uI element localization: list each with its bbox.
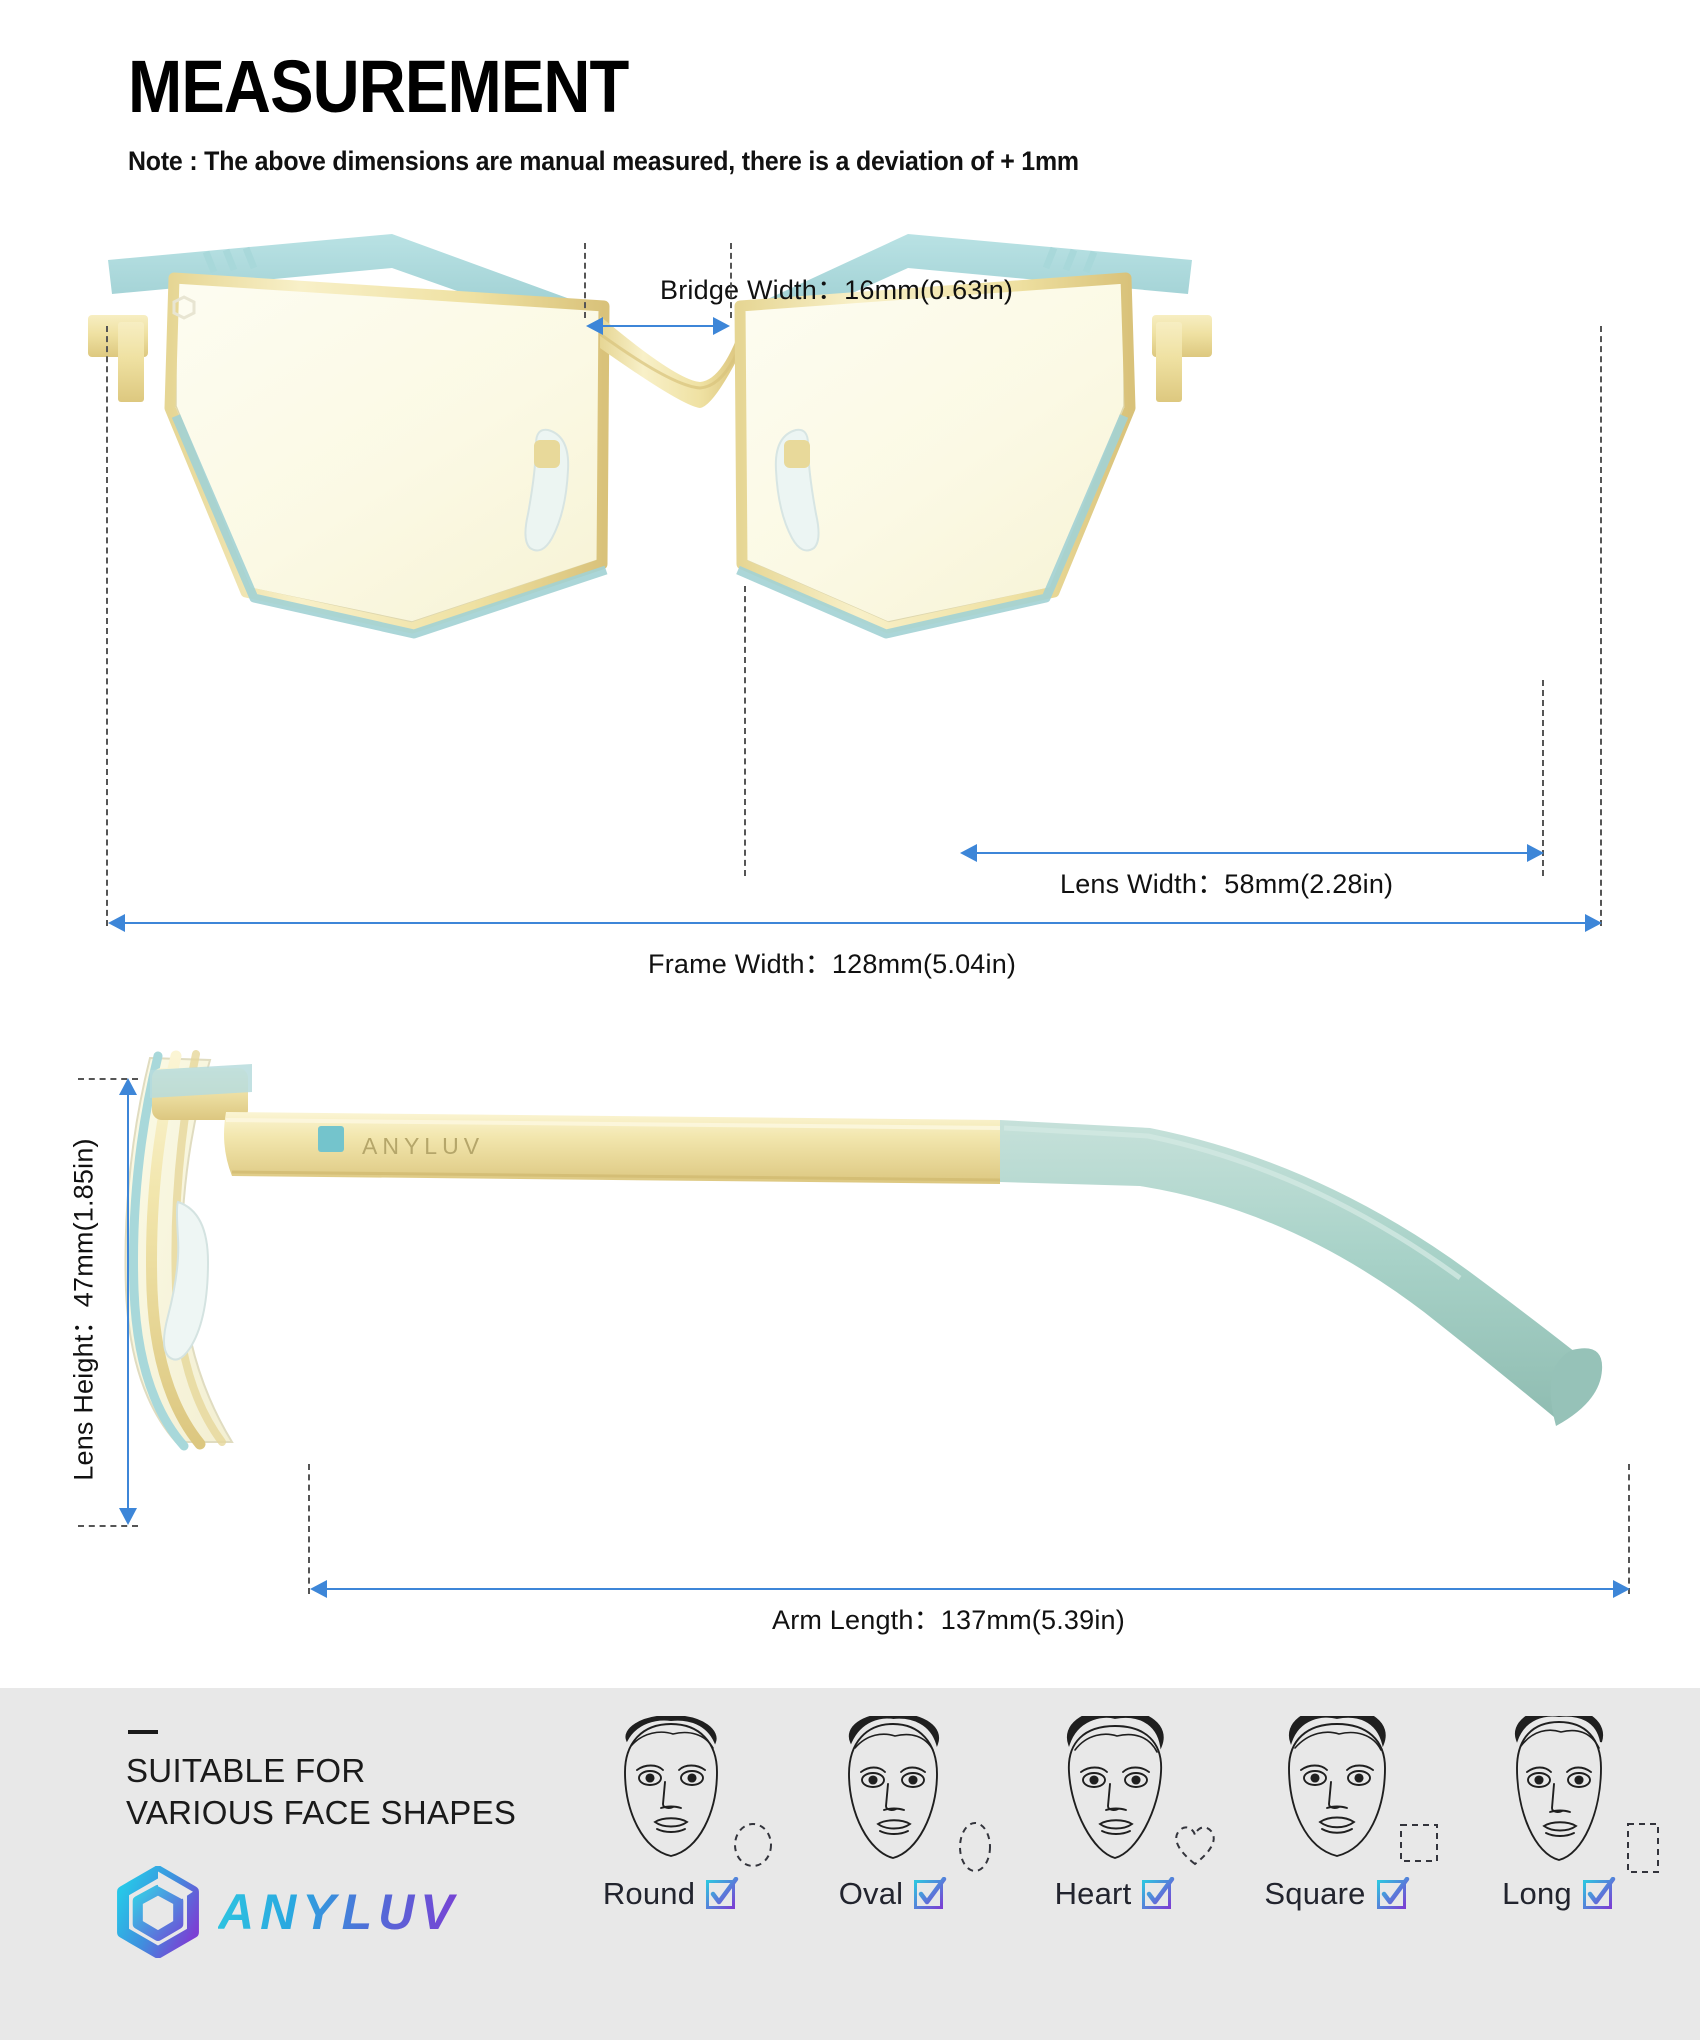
temple-engraving: ANYLUV: [362, 1133, 484, 1159]
face-label-square: Square: [1264, 1876, 1366, 1911]
lens-height-arrow-head-down: [119, 1508, 137, 1525]
hint-shape-long: [1622, 1820, 1664, 1881]
anyluv-hex-icon: [117, 1866, 199, 1958]
face-illustration-round: [624, 1716, 718, 1857]
arm-length-arrow-head-right: [1613, 1580, 1630, 1598]
section-heading-line2: VARIOUS FACE SHAPES: [126, 1794, 517, 1832]
frame-width-arrow-line: [110, 922, 1600, 924]
face-label-long: Long: [1502, 1876, 1572, 1911]
face-label-heart: Heart: [1054, 1876, 1132, 1911]
glasses-side-view: ANYLUV: [124, 1050, 1603, 1451]
arm-length-label: Arm Length：137mm(5.39in): [772, 1605, 1125, 1635]
face-label-round: Round: [602, 1876, 696, 1911]
face-shape-oval[interactable]: Oval: [782, 1716, 1004, 1912]
section-heading-line1: SUITABLE FOR: [126, 1752, 366, 1789]
bridge-tick-right: [730, 243, 732, 318]
bridge-arrow-head-left: [586, 317, 603, 335]
lens-height-tick-bottom: [78, 1525, 138, 1527]
checkbox-heart[interactable]: [1141, 1877, 1175, 1911]
hint-shape-oval: [952, 1820, 998, 1879]
face-illustration-long: [1514, 1716, 1604, 1861]
lens-height-arrow-head-up: [119, 1078, 137, 1095]
face-illustration-oval: [848, 1716, 940, 1859]
brand-wordmark: ANYLUV: [218, 1884, 460, 1940]
checkbox-oval[interactable]: [913, 1877, 947, 1911]
lens-width-label: Lens Width：58mm(2.28in): [1060, 869, 1394, 899]
frame-width-tick-right: [1600, 326, 1602, 926]
bridge-arrow-line: [588, 325, 728, 327]
lens-width-arrow-head-left: [960, 844, 977, 862]
frame-width-label: Frame Width：128mm(5.04in): [648, 949, 1017, 979]
checkbox-round[interactable]: [705, 1877, 739, 1911]
checkbox-square[interactable]: [1376, 1877, 1410, 1911]
arm-length-arrow-head-left: [310, 1580, 327, 1598]
section-heading: SUITABLE FOR VARIOUS FACE SHAPES: [126, 1750, 516, 1834]
bridge-arrow-head-right: [713, 317, 730, 335]
lens-height-tick-top: [78, 1078, 138, 1080]
face-illustration-heart: [1066, 1716, 1164, 1859]
lens-width-tick-right: [1542, 680, 1544, 876]
section-dash: [128, 1730, 158, 1734]
frame-width-arrow-head-right: [1585, 914, 1602, 932]
arm-length-tick-right: [1628, 1464, 1630, 1594]
page-title: MEASUREMENT: [128, 45, 629, 128]
header: MEASUREMENT Note : The above dimensions …: [128, 50, 1140, 177]
face-shape-long[interactable]: Long: [1448, 1716, 1670, 1912]
face-illustration-square: [1288, 1716, 1386, 1857]
face-shapes-section: SUITABLE FOR VARIOUS FACE SHAPES: [0, 1688, 1700, 2040]
hint-shape-round: [730, 1820, 776, 1875]
hint-shape-square: [1396, 1820, 1442, 1871]
lens-height-label: Lens Height：47mm(1.85in): [68, 1138, 99, 1481]
hint-shape-heart: [1170, 1820, 1220, 1873]
lens-height-arrow-line: [127, 1092, 129, 1510]
bridge-tick-left: [584, 243, 586, 318]
lens-width-tick-left: [744, 586, 746, 876]
arm-length-tick-left: [308, 1464, 310, 1594]
face-shape-round[interactable]: Round: [560, 1716, 782, 1912]
face-shape-heart[interactable]: Heart: [1004, 1716, 1226, 1912]
frame-width-arrow-head-left: [108, 914, 125, 932]
brand-logo: ANYLUV: [112, 1866, 460, 1958]
frame-width-tick-left: [106, 326, 108, 926]
checkbox-long[interactable]: [1582, 1877, 1616, 1911]
lens-width-arrow-line: [962, 852, 1542, 854]
face-shape-square[interactable]: Square: [1226, 1716, 1448, 1912]
lens-width-arrow-head-right: [1527, 844, 1544, 862]
measurement-note: Note : The above dimensions are manual m…: [128, 146, 1079, 176]
glasses-front-view: [88, 234, 1212, 639]
face-label-oval: Oval: [838, 1876, 904, 1911]
arm-length-arrow-line: [312, 1588, 1628, 1590]
bridge-width-label: Bridge Width：16mm(0.63in): [660, 275, 1014, 305]
face-shape-list: Round: [560, 1716, 1670, 1912]
